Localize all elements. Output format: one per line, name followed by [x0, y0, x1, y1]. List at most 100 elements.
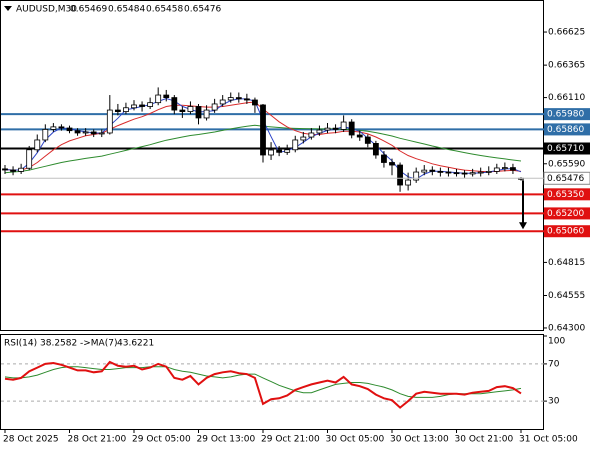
candle-body — [187, 106, 194, 112]
candle-body — [260, 104, 266, 156]
rsi-name: RSI(14) — [4, 339, 37, 349]
x-tick-label: 30 Oct 13:00 — [390, 435, 449, 445]
candle-body — [90, 131, 97, 135]
header-value: 0.65476 — [184, 5, 221, 15]
y-tick-label: 0.64555 — [548, 291, 585, 301]
header-value: 0.65484 — [108, 5, 145, 15]
rsi-ma-value: 43.6221 — [117, 339, 154, 349]
header-value: 0.65458 — [146, 5, 183, 15]
candle-body — [203, 109, 210, 119]
y-tick-label: 0.65590 — [548, 159, 585, 169]
candle-body — [477, 171, 484, 174]
level-label: 0.65200 — [547, 209, 584, 219]
candle-body — [308, 132, 315, 138]
candle-body — [493, 167, 500, 172]
x-tick-label: 28 Oct 2025 — [3, 435, 59, 445]
level-box — [544, 207, 590, 220]
candle-body — [139, 104, 145, 107]
candle-body — [211, 103, 218, 111]
candle-body — [219, 99, 226, 105]
level-label: 0.65350 — [547, 190, 584, 200]
candle-body — [389, 162, 395, 166]
candle-body — [284, 149, 291, 153]
candle-body — [82, 131, 89, 134]
candle-body — [381, 154, 387, 163]
candle-body — [106, 109, 113, 134]
candle-body — [413, 171, 420, 181]
y-tick-label: 0.64815 — [548, 258, 585, 268]
candle-body — [268, 149, 274, 156]
rsi-line — [4, 360, 522, 409]
candle-body — [332, 127, 339, 130]
candle-body — [179, 109, 186, 112]
candle-body — [372, 143, 379, 156]
y-tick-label: 0.66110 — [548, 93, 585, 103]
candle-body — [42, 129, 49, 141]
level-label: 0.65860 — [547, 125, 584, 135]
candle-body — [461, 172, 468, 175]
candle-body — [501, 167, 508, 169]
candle-body — [18, 167, 25, 172]
rsi-tick-label: 30 — [548, 397, 560, 407]
candle-body — [243, 98, 250, 101]
y-tick-label: 0.64300 — [548, 323, 585, 333]
rsi-ma-line — [4, 366, 522, 398]
header-marker — [4, 6, 12, 11]
level-label: 0.65710 — [547, 144, 584, 154]
candle-body — [324, 127, 331, 131]
candle-body — [66, 127, 73, 132]
level-box — [544, 142, 590, 155]
candle-body — [510, 167, 516, 171]
x-tick-label: 29 Oct 05:00 — [132, 435, 191, 445]
candle-body — [147, 102, 154, 107]
candle-body — [292, 139, 299, 151]
candle-body — [364, 136, 371, 144]
candle-body — [227, 97, 234, 101]
candle-body — [300, 136, 307, 141]
candle-body — [276, 149, 283, 153]
candle-body — [340, 121, 347, 130]
candle-body — [316, 129, 323, 134]
symbol: AUDUSD,M30 — [16, 5, 77, 15]
candle-body — [74, 130, 81, 134]
rsi-value: 38.2582 — [40, 339, 77, 349]
candle-body — [252, 99, 258, 106]
rsi-ma-name: ->MA(7) — [80, 339, 117, 349]
candle-body — [421, 169, 428, 173]
candle-body — [34, 139, 41, 151]
x-tick-label: 29 Oct 13:00 — [197, 435, 256, 445]
x-tick-label: 30 Oct 21:00 — [455, 435, 514, 445]
candle-body — [50, 126, 57, 130]
candle-body — [58, 126, 65, 129]
level-box — [544, 123, 590, 136]
y-tick-label: 0.66365 — [548, 61, 585, 71]
candle-body — [10, 169, 16, 172]
candle-body — [195, 106, 202, 119]
level-label: 0.65980 — [547, 110, 584, 120]
rsi-tick-label: 100 — [548, 337, 565, 347]
rsi-panel-frame — [0, 334, 544, 430]
level-label: 0.65060 — [547, 227, 584, 237]
level-box — [544, 225, 590, 238]
level-box — [544, 108, 590, 121]
candle-body — [171, 97, 178, 111]
candle-body — [235, 97, 242, 100]
x-tick-label: 29 Oct 21:00 — [261, 435, 320, 445]
candle-body — [131, 104, 137, 109]
rsi-tick-label: 70 — [548, 359, 560, 369]
current-price-box — [543, 171, 590, 185]
header-value: 0.65469 — [70, 5, 107, 15]
current-price-label: 0.65476 — [547, 174, 584, 184]
candle-body — [98, 132, 105, 135]
candle-body — [485, 171, 492, 173]
x-tick-label: 30 Oct 05:00 — [326, 435, 385, 445]
x-tick-label: 31 Oct 05:00 — [519, 435, 578, 445]
arrow-head — [519, 222, 527, 230]
candle-body — [348, 121, 355, 136]
candle-body — [163, 94, 170, 98]
x-tick-label: 28 Oct 21:00 — [68, 435, 127, 445]
candle-body — [445, 171, 452, 174]
candle-body — [26, 149, 33, 169]
candle-body — [397, 164, 403, 186]
